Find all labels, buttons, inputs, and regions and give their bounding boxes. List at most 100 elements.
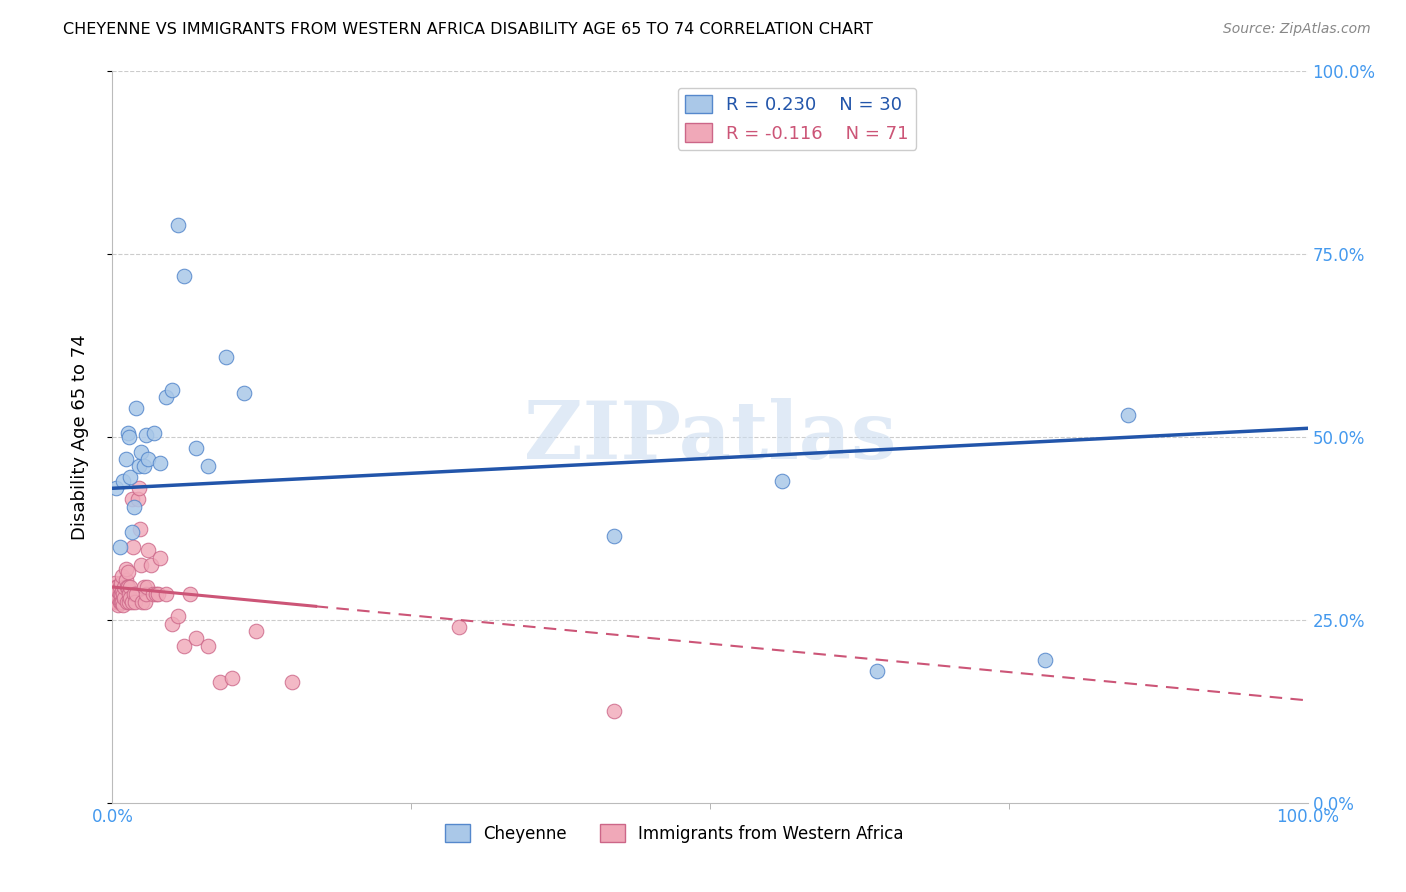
Point (167, 218, 190, 232)
Point (118, 587, 141, 601)
Point (132, 580, 155, 594)
Point (127, 492, 149, 507)
Point (162, 616, 183, 631)
Point (143, 426, 166, 441)
Point (866, 664, 889, 678)
Point (167, 609, 190, 624)
Point (105, 594, 128, 608)
Point (114, 580, 135, 594)
Point (128, 459, 150, 474)
Point (105, 587, 128, 601)
Point (131, 594, 153, 608)
Point (1033, 653, 1056, 667)
Point (603, 705, 626, 719)
Point (111, 583, 134, 598)
Point (108, 587, 131, 601)
Point (105, 580, 128, 594)
Point (186, 632, 208, 646)
Point (173, 639, 195, 653)
Point (221, 672, 243, 686)
Point (107, 583, 129, 598)
Point (135, 428, 157, 442)
Point (121, 525, 143, 540)
Point (104, 587, 127, 601)
Point (209, 675, 232, 690)
Point (114, 452, 136, 467)
Point (110, 587, 132, 601)
Point (603, 529, 626, 543)
Point (118, 430, 141, 444)
Point (110, 594, 132, 608)
Point (114, 562, 136, 576)
Point (112, 474, 135, 488)
Point (197, 639, 219, 653)
Point (186, 441, 208, 455)
Point (281, 675, 304, 690)
Point (111, 594, 134, 608)
Point (138, 543, 160, 558)
Point (233, 386, 256, 401)
Text: Source: ZipAtlas.com: Source: ZipAtlas.com (1223, 22, 1371, 37)
Point (138, 452, 160, 467)
Point (122, 587, 145, 601)
Point (173, 269, 195, 284)
Point (129, 521, 152, 535)
Point (129, 558, 152, 573)
Point (105, 587, 128, 601)
Point (197, 459, 219, 474)
Point (120, 591, 142, 605)
Point (111, 569, 134, 583)
Point (121, 540, 143, 554)
Point (105, 580, 128, 594)
Point (117, 566, 139, 580)
Point (129, 444, 152, 458)
Point (124, 594, 146, 608)
Point (120, 580, 142, 594)
Point (114, 573, 136, 587)
Point (125, 587, 148, 601)
Point (103, 583, 125, 598)
Point (108, 540, 131, 554)
Point (110, 576, 132, 591)
Point (142, 587, 165, 601)
Point (117, 580, 139, 594)
Point (104, 580, 127, 594)
Point (155, 390, 177, 404)
Point (125, 401, 148, 415)
Point (149, 550, 172, 565)
Point (115, 580, 138, 594)
Point (120, 470, 142, 484)
Point (162, 383, 183, 397)
Point (245, 624, 267, 638)
Point (136, 580, 159, 594)
Point (107, 591, 129, 605)
Point (114, 591, 135, 605)
Point (132, 459, 155, 474)
Point (155, 587, 177, 601)
Point (107, 599, 129, 613)
Point (770, 474, 793, 488)
Point (447, 620, 470, 634)
Point (121, 492, 143, 507)
Point (128, 481, 150, 495)
Text: CHEYENNE VS IMMIGRANTS FROM WESTERN AFRICA DISABILITY AGE 65 TO 74 CORRELATION C: CHEYENNE VS IMMIGRANTS FROM WESTERN AFRI… (63, 22, 873, 37)
Point (118, 594, 141, 608)
Point (139, 558, 162, 573)
Point (108, 580, 131, 594)
Point (146, 587, 169, 601)
Point (135, 587, 157, 601)
Point (1118, 408, 1140, 422)
Point (115, 594, 138, 608)
Point (215, 350, 238, 364)
Legend: Cheyenne, Immigrants from Western Africa: Cheyenne, Immigrants from Western Africa (437, 818, 911, 849)
Point (149, 456, 172, 470)
Point (108, 594, 131, 608)
Point (105, 481, 128, 495)
Point (117, 426, 139, 441)
Point (179, 587, 201, 601)
Point (112, 599, 135, 613)
Point (105, 594, 128, 608)
Point (112, 587, 135, 601)
Point (122, 500, 145, 514)
Point (145, 587, 167, 601)
